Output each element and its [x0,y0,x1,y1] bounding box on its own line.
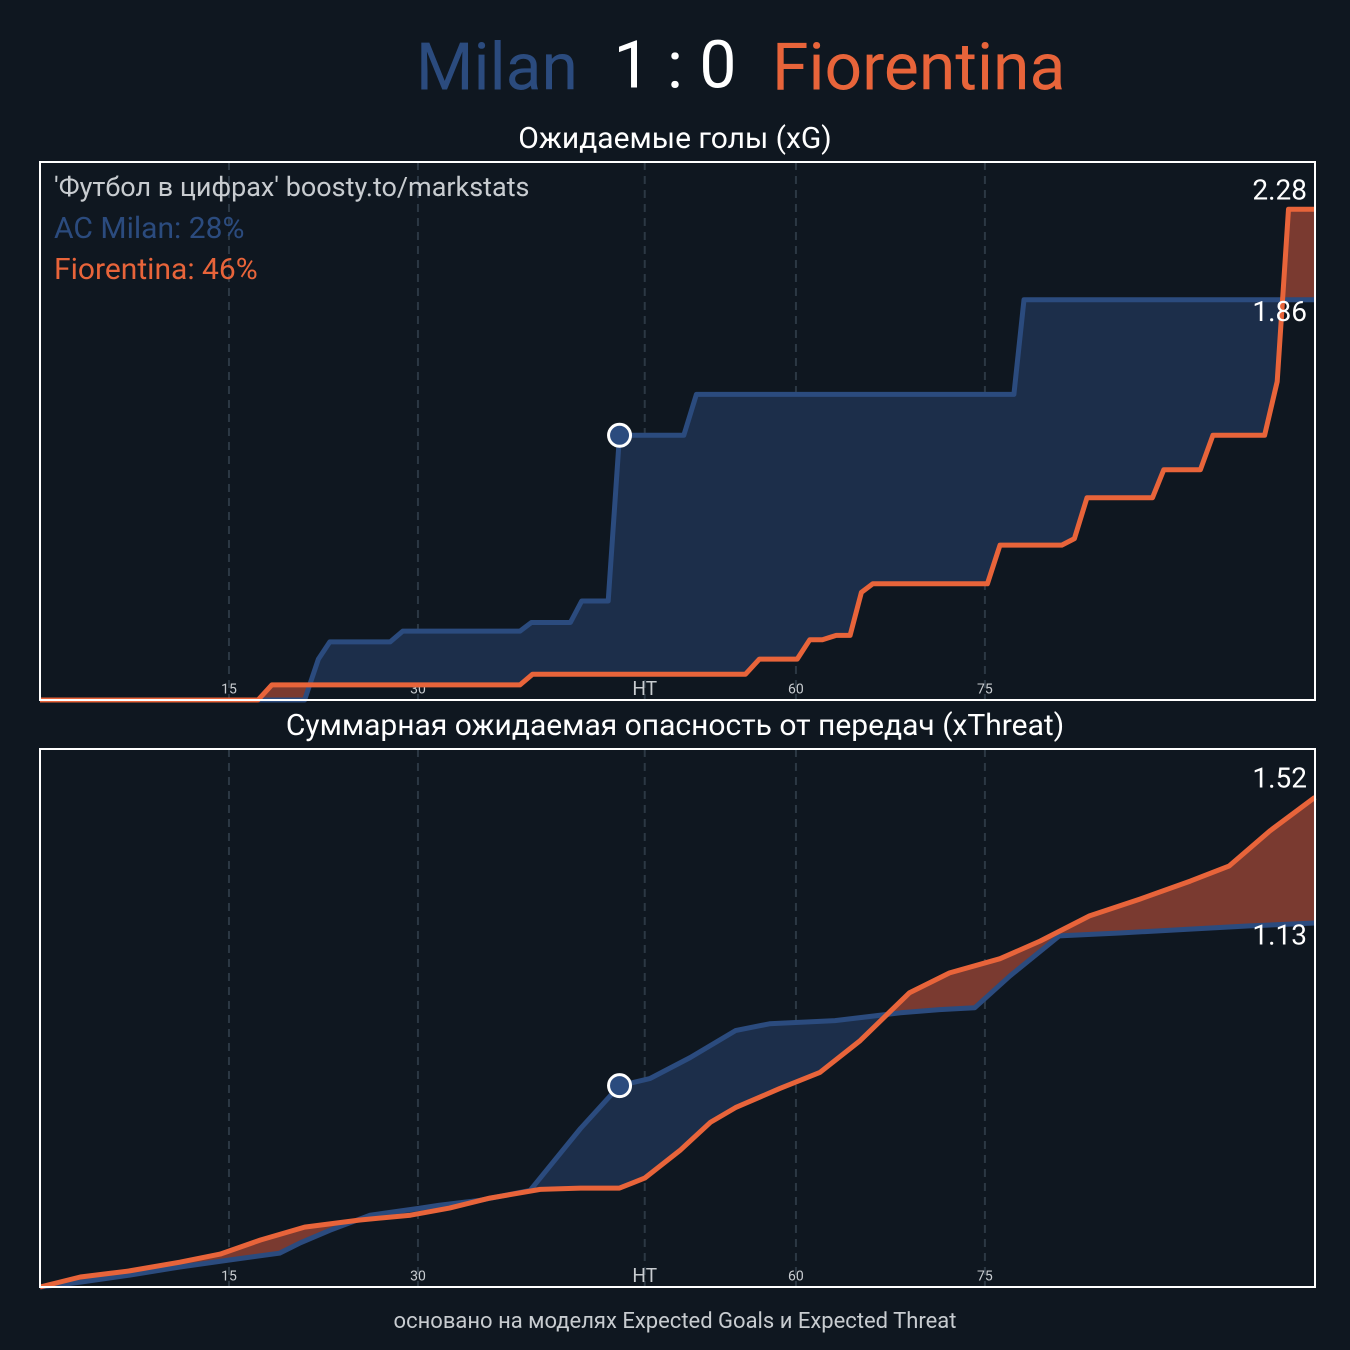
end-label: 1.86 [1252,295,1307,328]
x-tick-label: 15 [221,1269,237,1285]
x-tick-label: 15 [221,682,237,698]
series-line [40,206,1315,703]
footer: основано на моделях Expected Goals и Exp… [394,1309,957,1334]
goal-marker [607,422,633,448]
score: 1 : 0 [614,27,737,104]
annotation: AC Milan: 28% [54,211,244,246]
x-tick-label: HT [632,1264,657,1287]
x-tick-label: 60 [788,1269,804,1285]
goal-marker [607,1073,633,1099]
plot-frame [39,161,1316,701]
x-tick-label: 75 [977,1269,993,1285]
away-team: Fiorentina [772,29,1065,106]
x-tick-label: 75 [977,682,993,698]
chart-title: Ожидаемые голы (xG) [518,121,831,156]
end-label: 2.28 [1252,174,1307,207]
x-tick-label: 30 [410,1269,426,1285]
x-tick-label: 60 [788,682,804,698]
home-team: Milan [416,29,578,106]
end-label: 1.52 [1252,762,1307,795]
series-line [40,297,1315,703]
series-line [39,795,1317,1290]
annotation: 'Футбол в цифрах' boosty.to/markstats [54,171,529,203]
plot-frame [39,748,1316,1288]
chart-title: Суммарная ожидаемая опасность от передач… [286,708,1064,743]
end-label: 1.13 [1252,918,1307,951]
x-tick-label: HT [632,677,657,700]
annotation: Fiorentina: 46% [54,252,258,287]
